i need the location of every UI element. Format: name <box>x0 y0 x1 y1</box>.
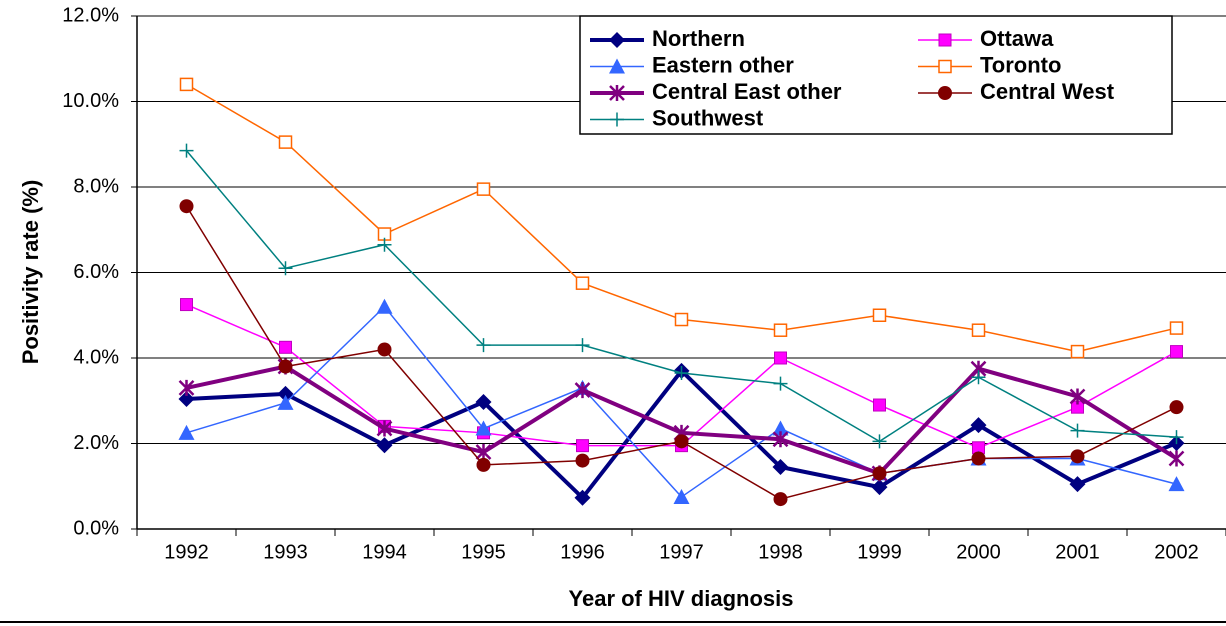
marker <box>1169 430 1184 445</box>
legend-label: Northern <box>652 26 745 51</box>
x-tick-label: 2000 <box>956 541 1001 563</box>
marker <box>1070 423 1085 438</box>
marker <box>938 33 952 47</box>
marker <box>178 391 195 408</box>
marker <box>575 338 590 353</box>
marker <box>872 308 887 322</box>
marker <box>377 342 392 357</box>
legend-label: Central East other <box>652 79 842 104</box>
marker <box>1169 400 1184 415</box>
marker <box>772 431 789 448</box>
legend-label: Southwest <box>652 105 764 130</box>
marker <box>609 58 625 74</box>
marker <box>179 199 194 214</box>
series-line <box>186 305 1177 498</box>
marker <box>376 420 393 437</box>
marker <box>277 394 294 410</box>
marker <box>178 379 195 396</box>
marker <box>476 182 491 196</box>
marker <box>1168 450 1185 467</box>
marker <box>576 439 589 453</box>
marker <box>574 489 591 506</box>
marker <box>872 434 887 449</box>
x-tick-label: 1993 <box>263 541 308 563</box>
x-tick-label: 1992 <box>164 541 209 563</box>
x-tick-label: 1995 <box>461 541 506 563</box>
marker <box>609 85 625 101</box>
marker <box>872 466 887 481</box>
x-axis-title: Year of HIV diagnosis <box>569 586 794 611</box>
marker <box>376 437 393 454</box>
marker <box>278 135 293 149</box>
x-tick-label: 1998 <box>758 541 803 563</box>
y-tick-label: 0.0% <box>73 517 119 539</box>
marker <box>279 340 292 354</box>
y-axis-title: Positivity rate (%) <box>18 180 43 365</box>
marker <box>971 370 986 385</box>
legend-label: Central West <box>980 79 1115 104</box>
marker <box>278 261 293 276</box>
marker <box>179 143 194 158</box>
marker <box>1168 476 1185 492</box>
marker <box>772 420 789 436</box>
marker <box>179 77 194 92</box>
marker <box>377 237 392 252</box>
marker <box>178 424 195 440</box>
marker <box>278 359 293 374</box>
legend-label: Toronto <box>980 52 1061 77</box>
x-tick-label: 1997 <box>659 541 704 563</box>
marker <box>1070 449 1085 464</box>
y-tick-label: 12.0% <box>62 4 119 26</box>
marker <box>475 420 492 436</box>
marker <box>971 323 986 337</box>
marker <box>1169 321 1184 335</box>
marker <box>938 59 952 74</box>
marker <box>971 451 986 466</box>
marker <box>475 444 492 461</box>
marker <box>476 457 491 472</box>
y-tick-label: 10.0% <box>62 90 119 112</box>
marker <box>773 376 788 391</box>
x-tick-label: 2002 <box>1154 541 1199 563</box>
marker <box>873 398 886 412</box>
y-tick-label: 4.0% <box>73 346 119 368</box>
marker <box>871 479 888 496</box>
marker <box>674 312 689 327</box>
marker <box>277 385 294 402</box>
marker <box>673 488 690 504</box>
y-tick-label: 6.0% <box>73 261 119 283</box>
marker <box>773 323 788 337</box>
legend-box <box>579 15 1173 135</box>
marker <box>1069 388 1086 405</box>
marker <box>938 86 952 100</box>
marker <box>575 453 590 468</box>
marker <box>773 492 788 507</box>
marker <box>1069 476 1086 493</box>
marker <box>475 394 492 411</box>
y-tick-label: 8.0% <box>73 175 119 197</box>
x-tick-label: 1996 <box>560 541 605 563</box>
marker <box>609 32 625 48</box>
marker <box>574 382 591 399</box>
x-tick-label: 2001 <box>1055 541 1100 563</box>
marker <box>476 338 491 353</box>
marker <box>774 351 787 365</box>
marker <box>575 276 590 290</box>
marker <box>1070 344 1085 359</box>
marker <box>674 434 689 449</box>
x-tick-label: 1994 <box>362 541 407 563</box>
marker <box>674 365 689 380</box>
x-tick-label: 1999 <box>857 541 902 563</box>
marker <box>610 112 624 127</box>
marker <box>376 298 393 314</box>
marker <box>772 459 789 476</box>
y-tick-label: 2.0% <box>73 432 119 454</box>
legend-label: Ottawa <box>980 26 1054 51</box>
marker <box>1170 345 1183 359</box>
legend-label: Eastern other <box>652 52 794 77</box>
marker <box>180 298 193 312</box>
marker <box>970 417 987 434</box>
